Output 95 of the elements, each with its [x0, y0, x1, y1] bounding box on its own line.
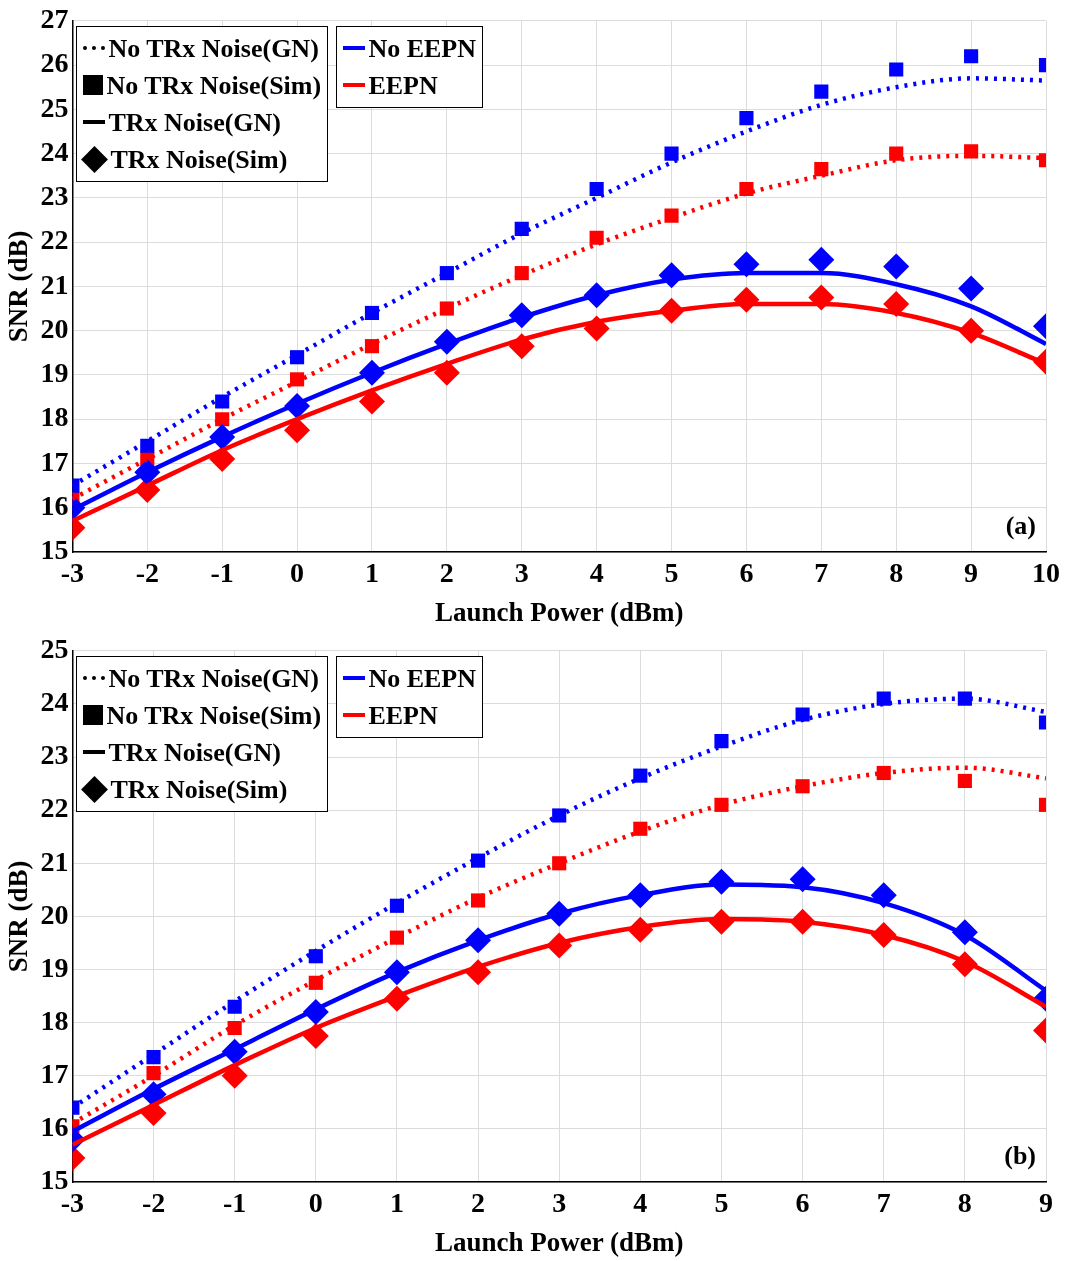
y-tick-label: 24	[40, 686, 69, 718]
x-tick-label: 0	[308, 1187, 323, 1219]
annotation: TRx Noise(GN)	[108, 736, 281, 769]
x-tick-label: 3	[514, 557, 529, 589]
x-tick-label: 2	[439, 557, 454, 589]
y-tick-label: 16	[40, 1111, 69, 1143]
y-tick-label: 21	[40, 845, 69, 877]
point	[739, 181, 754, 197]
y-axis-title: SNR (dB)	[3, 860, 34, 973]
x-tick-label: -2	[141, 1187, 166, 1219]
point	[733, 251, 760, 278]
y-axis-title: SNR (dB)	[3, 230, 34, 343]
annotation: TRx Noise(GN)	[108, 106, 281, 139]
x-tick-label: 3	[552, 1187, 567, 1219]
y-tick-label: 22	[40, 792, 69, 824]
y-tick-label: 23	[40, 180, 69, 212]
point	[227, 999, 242, 1014]
annotation: No EEPN	[368, 32, 477, 65]
annotation: No TRx Noise(GN)	[108, 32, 319, 65]
point	[739, 111, 754, 126]
y-tick-label: 17	[40, 1057, 69, 1089]
annotation: (a)	[1005, 510, 1036, 540]
x-axis-title: Launch Power (dBm)	[434, 596, 684, 627]
y-tick-label: 19	[40, 951, 69, 983]
y-tick-label: 20	[40, 312, 69, 344]
annotation: TRx Noise(Sim)	[110, 773, 288, 806]
point	[964, 49, 979, 64]
point	[290, 372, 305, 387]
annotation: No TRx Noise(GN)	[108, 662, 319, 695]
annotation: EEPN	[368, 699, 438, 732]
x-tick-label: 1	[389, 1187, 404, 1219]
point	[146, 1066, 161, 1081]
x-tick-label: -1	[223, 1187, 247, 1219]
x-tick-label: 8	[889, 557, 904, 589]
point	[814, 162, 829, 177]
point	[883, 253, 910, 280]
point	[308, 949, 323, 964]
annotation: No TRx Noise(Sim)	[106, 699, 322, 732]
y-tick-label: 18	[40, 401, 69, 433]
y-tick-label: 15	[40, 534, 69, 566]
x-axis-title: Launch Power (dBm)	[434, 1226, 684, 1257]
y-tick-label: 24	[40, 135, 69, 167]
y-tick-label: 23	[40, 739, 69, 771]
point	[808, 246, 835, 273]
x-tick-label: 4	[633, 1187, 648, 1219]
annotation: No EEPN	[368, 662, 477, 695]
x-tick-label: 1	[364, 557, 379, 589]
point	[664, 208, 679, 223]
point	[664, 146, 679, 161]
point	[714, 734, 729, 749]
point	[958, 275, 985, 302]
x-tick-label: 9	[1039, 1187, 1053, 1219]
x-tick-label: 6	[795, 1187, 810, 1219]
x-tick-label: 4	[589, 557, 604, 589]
y-tick-label: 25	[40, 91, 69, 123]
point	[814, 84, 829, 99]
x-tick-label: 0	[290, 557, 305, 589]
x-tick-label: 8	[957, 1187, 972, 1219]
annotation: No TRx Noise(Sim)	[106, 69, 322, 102]
point	[471, 893, 486, 908]
y-tick-label: 16	[40, 489, 69, 521]
y-tick-label: 20	[40, 898, 69, 930]
y-tick-label: 17	[40, 445, 69, 477]
point	[795, 707, 810, 722]
x-tick-label: 7	[814, 557, 829, 589]
y-tick-label: 25	[40, 633, 69, 665]
y-tick-label: 15	[40, 1164, 69, 1196]
x-tick-label: 9	[964, 557, 979, 589]
point	[439, 301, 454, 316]
y-tick-label: 21	[40, 268, 69, 300]
x-tick-label: 6	[739, 557, 754, 589]
annotation: (b)	[1004, 1140, 1036, 1170]
point	[146, 1050, 161, 1065]
annotation: TRx Noise(Sim)	[110, 143, 288, 176]
x-tick-label: 5	[664, 557, 679, 589]
point	[589, 230, 604, 245]
point	[889, 62, 904, 77]
y-tick-label: 18	[40, 1004, 69, 1036]
x-tick-label: -1	[210, 557, 234, 589]
y-tick-label: 26	[40, 47, 69, 79]
x-tick-label: 5	[714, 1187, 729, 1219]
point	[957, 773, 972, 789]
y-tick-label: 27	[40, 3, 69, 35]
point	[552, 808, 567, 823]
y-tick-label: 22	[40, 224, 69, 256]
point	[589, 181, 604, 197]
point	[215, 394, 230, 409]
x-tick-label: 10	[1032, 557, 1060, 589]
x-tick-label: 2	[471, 1187, 486, 1219]
y-tick-label: 19	[40, 357, 69, 389]
annotation: EEPN	[368, 69, 438, 102]
point	[889, 146, 904, 161]
x-tick-label: 7	[876, 1187, 891, 1219]
point	[714, 797, 729, 812]
x-tick-label: -2	[135, 557, 159, 589]
